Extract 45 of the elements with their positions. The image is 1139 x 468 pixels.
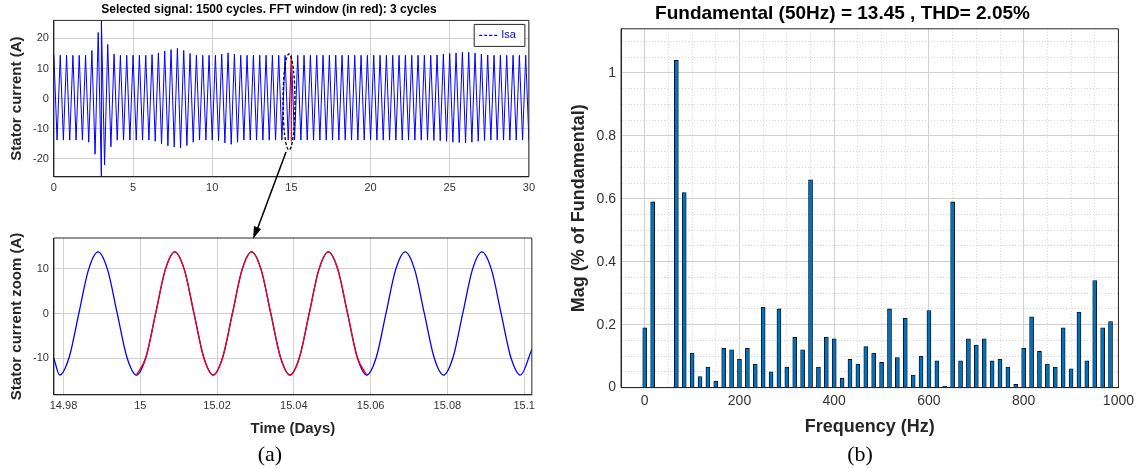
y-tick-label: -10 [32, 121, 49, 134]
x-tick-label: 25 [443, 181, 456, 194]
x-tick-label: 600 [917, 391, 941, 408]
x-tick-label: 1000 [1102, 391, 1135, 408]
legend-label: Isa [501, 28, 517, 41]
x-tick-label: 14.98 [49, 399, 78, 412]
y-tick-label: 0.6 [596, 189, 617, 206]
chart-title: Selected signal: 1500 cycles. FFT window (in red): 3 cycles [101, 1, 438, 16]
x-tick-label: 800 [1012, 391, 1036, 408]
x-tick-label: 10 [206, 181, 219, 194]
x-tick-label: 15.08 [433, 399, 462, 412]
x-tick-label: 0 [640, 391, 649, 408]
y-tick-label: 0 [42, 306, 49, 319]
x-tick-label: 15 [134, 399, 147, 412]
x-tick-label: 0 [50, 181, 57, 194]
y-tick-label: 0.2 [596, 315, 617, 332]
y-axis-title: Stator current zoom (A) [7, 232, 25, 401]
x-tick-label: 15.02 [203, 399, 231, 412]
x-tick-label: 5 [130, 181, 137, 194]
y-axis-title: Stator current (A) [7, 36, 25, 161]
y-tick-label: -10 [32, 351, 49, 364]
y-tick-label: 0.4 [596, 252, 617, 269]
y-axis-title: Mag (% of Fundamental) [567, 104, 588, 313]
y-tick-label: 0.8 [596, 126, 617, 143]
x-tick-label: 15 [285, 181, 298, 194]
y-tick-label: -20 [32, 151, 49, 164]
chart-title: Fundamental (50Hz) = 13.45 , THD= 2.05% [655, 1, 1031, 23]
y-tick-label: 0 [608, 378, 617, 395]
x-tick-label: 20 [364, 181, 377, 194]
y-tick-label: 10 [36, 261, 49, 274]
y-tick-label: 20 [36, 31, 49, 44]
x-tick-label: 15.1 [513, 399, 535, 412]
y-tick-label: 10 [36, 61, 49, 74]
line-series [135, 251, 368, 376]
x-tick-label: 15.04 [280, 399, 308, 412]
x-tick-label: 30 [522, 181, 536, 194]
x-tick-label: 15.06 [356, 399, 385, 412]
y-tick-label: 1 [608, 63, 617, 80]
x-tick-label: 200 [727, 391, 752, 408]
x-axis-title: Frequency (Hz) [804, 416, 935, 437]
y-tick-label: 0 [42, 91, 49, 104]
text: (b) [846, 441, 874, 467]
text: (a) [256, 441, 284, 467]
x-axis-title: Time (Days) [250, 419, 336, 437]
x-tick-label: 400 [822, 391, 847, 408]
